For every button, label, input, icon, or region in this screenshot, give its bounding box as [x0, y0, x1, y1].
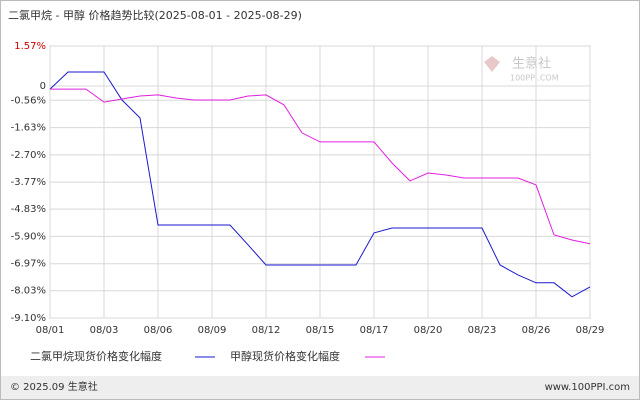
y-tick-label: -8.03% — [11, 286, 46, 297]
y-tick-label: -9.10% — [11, 313, 46, 324]
watermark-site: 100PPI.COM — [510, 74, 559, 83]
legend-label: 甲醇现货价格变化幅度 — [230, 349, 340, 363]
y-tick-label: -6.97% — [11, 259, 46, 270]
series-line — [50, 88, 591, 245]
y-tick-label: 1.57% — [14, 41, 46, 52]
legend-label: 二氯甲烷现货价格变化幅度 — [30, 349, 162, 363]
watermark: 生意社 100PPI.COM — [484, 56, 559, 83]
x-tick-label: 08/23 — [468, 325, 497, 336]
y-tick-label: -5.90% — [11, 231, 46, 242]
y-tick-label: -3.77% — [11, 177, 46, 188]
y-tick-label: -2.70% — [11, 150, 46, 161]
chart-title: 二氯甲烷 - 甲醇 价格趋势比较(2025-08-01 - 2025-08-29… — [8, 8, 302, 22]
x-tick-label: 08/01 — [36, 325, 65, 336]
y-tick-label: -1.63% — [11, 123, 46, 134]
x-tick-label: 08/09 — [198, 325, 227, 336]
y-tick-label: 0 — [40, 81, 46, 92]
watermark-text: 生意社 — [512, 56, 551, 72]
y-tick-label: -4.83% — [11, 204, 46, 215]
x-tick-label: 08/17 — [360, 325, 389, 336]
footer-right: www.100PPI.com — [545, 382, 630, 393]
y-tick-label: -0.56% — [11, 95, 46, 106]
x-tick-label: 08/20 — [414, 325, 443, 336]
x-tick-label: 08/03 — [90, 325, 119, 336]
footer-left: © 2025.09 生意社 — [10, 380, 98, 393]
x-tick-label: 08/15 — [306, 325, 335, 336]
x-tick-label: 08/06 — [144, 325, 173, 336]
x-tick-label: 08/12 — [252, 325, 281, 336]
watermark-logo — [484, 56, 500, 72]
footer-bar — [1, 376, 639, 399]
x-tick-label: 08/29 — [576, 325, 605, 336]
series-line — [49, 71, 591, 298]
x-tick-label: 08/26 — [522, 325, 551, 336]
